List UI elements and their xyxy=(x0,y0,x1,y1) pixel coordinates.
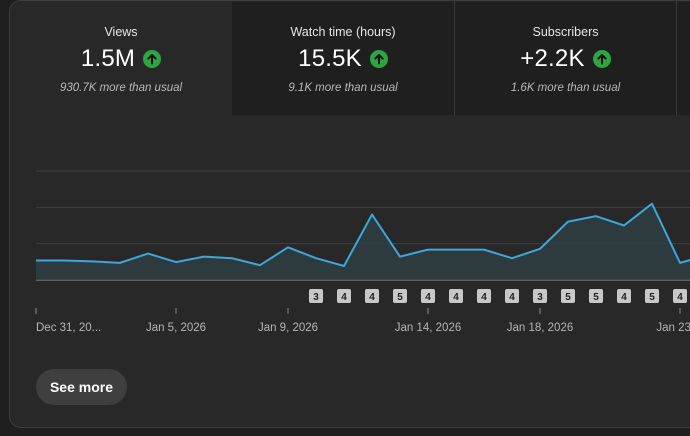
x-tick-label: Jan 14, 2026 xyxy=(395,322,462,334)
publish-marker xyxy=(309,289,323,303)
x-tick-label: Jan 23, 2 xyxy=(656,322,690,334)
tab-views-label: Views xyxy=(104,25,138,39)
publish-marker xyxy=(365,289,379,303)
tab-watch-time-label: Watch time (hours) xyxy=(290,25,396,39)
publish-marker-count: 4 xyxy=(621,292,627,303)
publish-marker xyxy=(421,289,435,303)
tab-watch-time-value: 15.5K xyxy=(298,45,362,72)
tab-subscribers-sub: 1.6K more than usual xyxy=(510,82,621,94)
publish-marker-count: 5 xyxy=(397,292,403,303)
publish-marker xyxy=(673,289,687,303)
tab-watch-time[interactable]: Watch time (hours) 15.5K 9.1K more than … xyxy=(232,1,454,115)
publish-marker-count: 4 xyxy=(453,292,459,303)
publish-marker xyxy=(337,289,351,303)
publish-marker xyxy=(645,289,659,303)
tab-views-sub: 930.7K more than usual xyxy=(59,82,183,94)
publish-marker-count: 4 xyxy=(481,292,487,303)
x-tick-label: Dec 31, 20... xyxy=(36,322,101,334)
trend-up-icon xyxy=(592,50,611,68)
publish-marker-count: 5 xyxy=(565,292,571,303)
views-chart: 3 4 4 5 4 4 4 4 3 5 5 4 5 4 Dec 31, 20... Jan 5, 2026 Ja… xyxy=(35,170,690,334)
series-line xyxy=(36,202,690,267)
publish-marker-count: 4 xyxy=(369,292,375,303)
publish-marker-count: 3 xyxy=(537,292,543,303)
series-area xyxy=(36,203,690,280)
publish-marker xyxy=(617,289,631,303)
publish-marker-count: 3 xyxy=(313,292,319,303)
analytics-card: Views 1.5M 930.7K more than usual Watch … xyxy=(9,0,690,428)
publish-marker-count: 4 xyxy=(341,292,347,303)
x-tick-label: Jan 9, 2026 xyxy=(258,322,318,334)
tab-views[interactable]: Views 1.5M 930.7K more than usual xyxy=(10,1,232,115)
publish-marker-count: 4 xyxy=(677,292,683,303)
publish-marker xyxy=(589,289,603,303)
publish-marker-count: 4 xyxy=(509,292,515,303)
tab-subscribers-label: Subscribers xyxy=(532,25,599,39)
tab-more[interactable] xyxy=(677,1,690,115)
publish-marker xyxy=(477,289,491,303)
publish-marker xyxy=(561,289,575,303)
tab-subscribers-value: +2.2K xyxy=(520,45,585,72)
trend-up-icon xyxy=(143,50,162,68)
publish-marker xyxy=(393,289,407,303)
publish-marker-count: 5 xyxy=(593,292,599,303)
tab-watch-time-sub: 9.1K more than usual xyxy=(288,82,398,94)
publish-marker xyxy=(533,289,547,303)
publish-marker xyxy=(505,289,519,303)
see-more-button[interactable]: See more xyxy=(36,369,127,405)
tab-views-value: 1.5M xyxy=(80,45,136,72)
metric-tabs: Views 1.5M 930.7K more than usual Watch … xyxy=(10,1,690,115)
trend-up-icon xyxy=(369,50,388,68)
publish-marker xyxy=(449,289,463,303)
x-tick-label: Jan 18, 2026 xyxy=(507,322,574,334)
publish-marker-count: 5 xyxy=(649,292,655,303)
publish-marker-count: 4 xyxy=(425,292,431,303)
tab-subscribers[interactable]: Subscribers +2.2K 1.6K more than usual xyxy=(455,1,676,115)
x-tick-label: Jan 5, 2026 xyxy=(146,322,206,334)
